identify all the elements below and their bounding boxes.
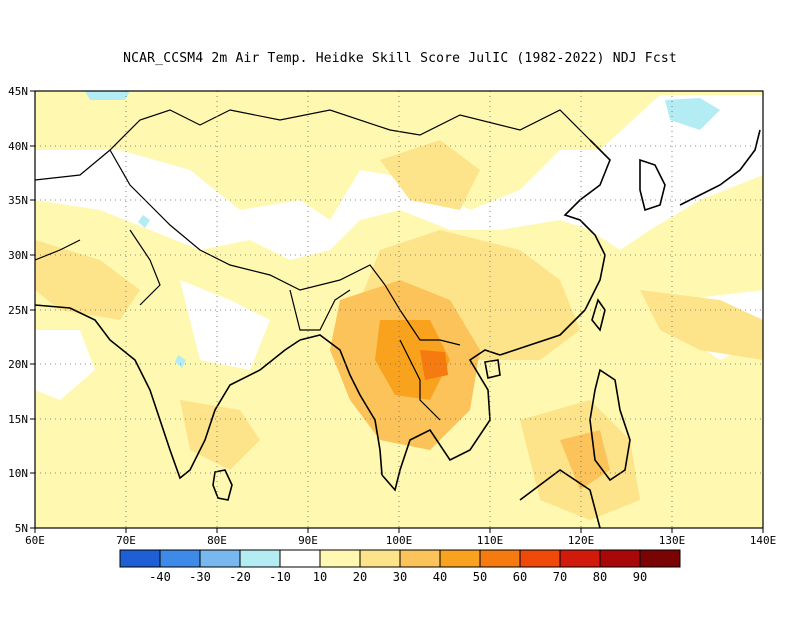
colorbar-swatch: [439, 549, 481, 568]
colorbar-swatch: [319, 549, 361, 568]
y-tick-label: 15N: [8, 413, 28, 426]
skill-field: [35, 91, 763, 528]
y-tick-label: 45N: [8, 85, 28, 98]
x-tick-label: 120E: [568, 534, 595, 547]
colorbar-swatch: [159, 549, 201, 568]
colorbar-swatch: [279, 549, 321, 568]
colorbar-swatch: [559, 549, 601, 568]
coastlines: [35, 129, 761, 528]
y-tick-labels: 5N 10N 15N 20N 25N 30N 35N 40N 45N: [8, 85, 28, 535]
x-tick-label: 140E: [750, 534, 777, 547]
colorbar-swatch: [359, 549, 401, 568]
colorbar-label: 70: [553, 570, 567, 584]
tick-marks: [30, 90, 764, 533]
colorbar-swatch: [519, 549, 561, 568]
colorbar-label: 80: [593, 570, 607, 584]
map-title: NCAR_CCSM4 2m Air Temp. Heidke Skill Sco…: [123, 51, 677, 66]
x-tick-label: 60E: [25, 534, 45, 547]
colorbar-swatch: [199, 549, 241, 568]
x-tick-label: 80E: [207, 534, 227, 547]
colorbar-swatch: [399, 549, 441, 568]
x-tick-label: 110E: [477, 534, 504, 547]
y-tick-label: 35N: [8, 194, 28, 207]
colorbar-swatch: [239, 549, 281, 568]
colorbar-swatch: [599, 549, 641, 568]
country-borders: [35, 109, 591, 421]
colorbar-label: -10: [269, 570, 291, 584]
colorbar-label: -30: [189, 570, 211, 584]
colorbar-swatch: [479, 549, 521, 568]
y-tick-label: 5N: [15, 522, 28, 535]
colorbar-label: 60: [513, 570, 527, 584]
y-tick-label: 20N: [8, 358, 28, 371]
colorbar-swatch: [639, 549, 681, 568]
colorbar-label: 50: [473, 570, 487, 584]
x-tick-label: 100E: [386, 534, 413, 547]
colorbar: -40 -30 -20 -10 10 20 30 40 50 60 70 80 90: [119, 549, 681, 584]
x-tick-labels: 60E 70E 80E 90E 100E 110E 120E 130E 140E: [25, 534, 776, 547]
y-tick-label: 40N: [8, 140, 28, 153]
colorbar-label: 20: [353, 570, 367, 584]
colorbar-label: 10: [313, 570, 327, 584]
y-tick-label: 25N: [8, 304, 28, 317]
colorbar-label: 90: [633, 570, 647, 584]
colorbar-label: -40: [149, 570, 171, 584]
x-tick-label: 130E: [659, 534, 686, 547]
colorbar-label: 40: [433, 570, 447, 584]
colorbar-swatch: [119, 549, 161, 568]
y-tick-label: 10N: [8, 467, 28, 480]
x-tick-label: 70E: [116, 534, 136, 547]
x-tick-label: 90E: [298, 534, 318, 547]
colorbar-label: -20: [229, 570, 251, 584]
colorbar-label: 30: [393, 570, 407, 584]
y-tick-label: 30N: [8, 249, 28, 262]
